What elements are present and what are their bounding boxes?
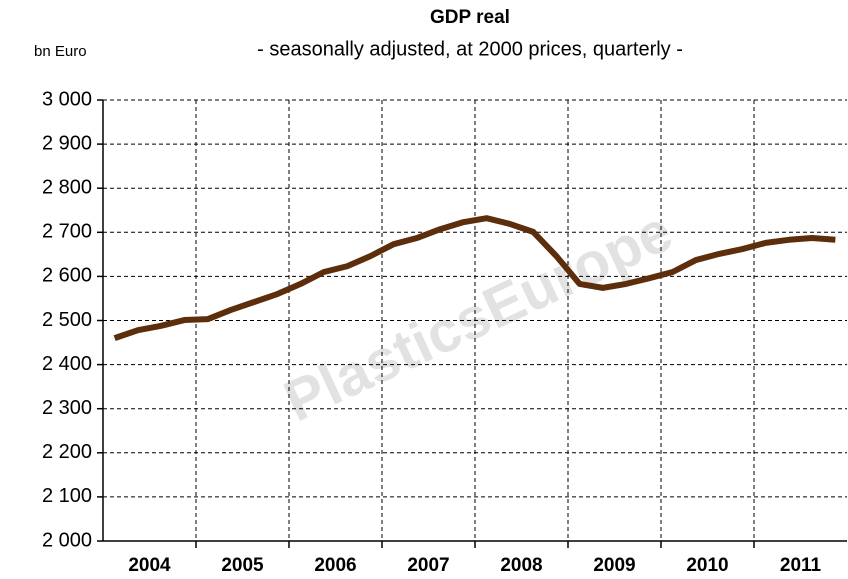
watermark: PlasticsEurope — [275, 198, 682, 434]
y-tick-label: 3 000 — [42, 88, 92, 110]
x-tick-label: 2008 — [500, 555, 542, 576]
x-tick-label: 2006 — [314, 555, 356, 576]
y-tick-label: 2 500 — [42, 309, 92, 331]
y-tick-label: 2 300 — [42, 397, 92, 419]
y-tick-label: 2 000 — [42, 529, 92, 551]
x-tick-label: 2004 — [128, 555, 171, 576]
x-tick-label: 2011 — [780, 555, 822, 576]
x-tick-label: 2005 — [221, 555, 264, 576]
chart-title: GDP real — [430, 7, 510, 28]
y-tick-label: 2 400 — [42, 353, 92, 375]
x-tick-label: 2010 — [686, 555, 728, 576]
x-tick-label: 2007 — [407, 555, 449, 576]
chart-subtitle: - seasonally adjusted, at 2000 prices, q… — [257, 38, 683, 60]
x-tick-label: 2009 — [593, 555, 635, 576]
y-tick-label: 2 700 — [42, 221, 92, 243]
y-tick-label: 2 200 — [42, 441, 92, 463]
y-tick-label: 2 100 — [42, 485, 92, 507]
y-axis-label: bn Euro — [34, 43, 87, 60]
data-line — [113, 215, 836, 341]
y-tick-label: 2 900 — [42, 132, 92, 154]
y-tick-label: 2 800 — [42, 176, 92, 198]
y-tick-label: 2 600 — [42, 265, 92, 287]
